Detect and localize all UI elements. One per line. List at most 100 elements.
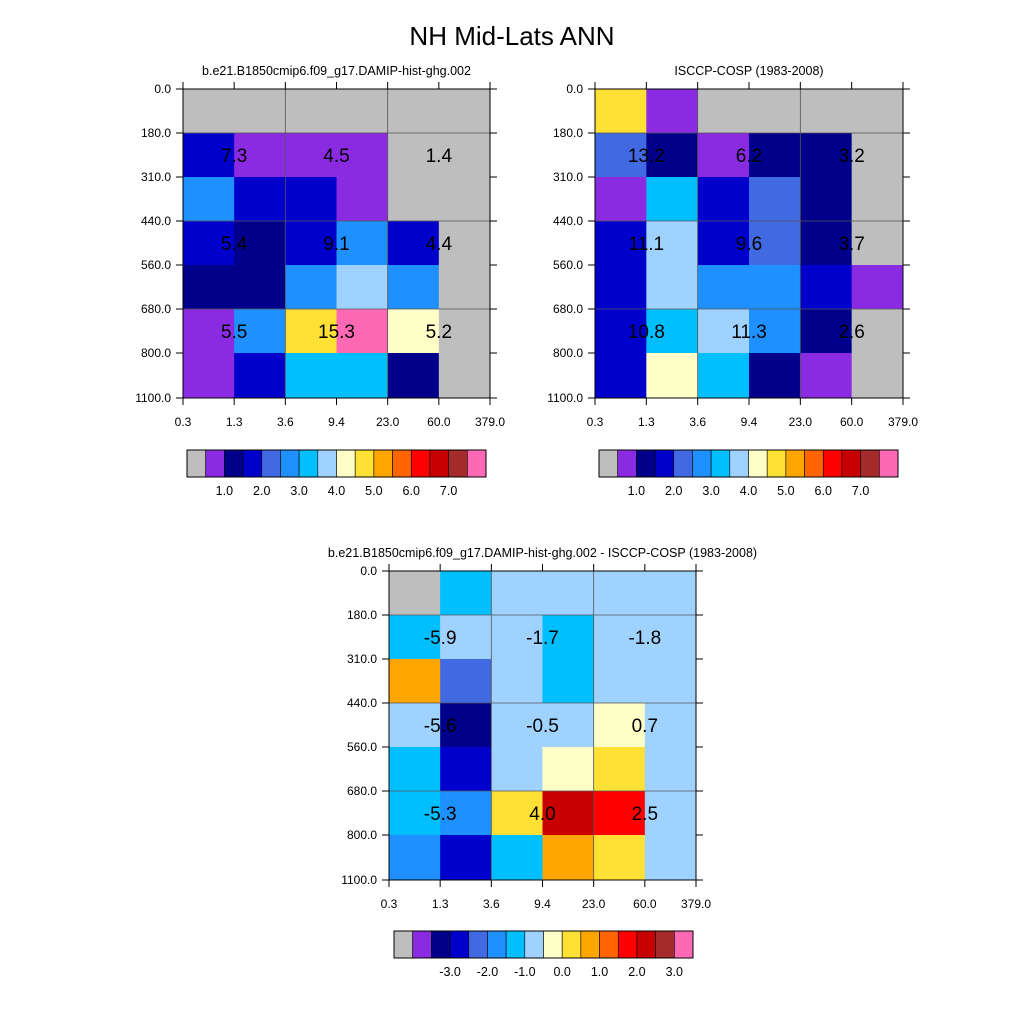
y-tick-label: 680.0 [347, 784, 377, 798]
colorbar-swatch [860, 449, 880, 478]
y-tick-label: 0.0 [154, 82, 171, 96]
heatmap-cell [697, 221, 750, 266]
box-value-label: -5.6 [424, 716, 457, 737]
y-tick-label: 560.0 [347, 740, 377, 754]
heatmap-cell [697, 309, 750, 354]
heatmap-cell [234, 353, 286, 399]
colorbar-swatch [242, 449, 263, 478]
heatmap-cell [542, 835, 595, 881]
heatmap-cell [285, 221, 337, 266]
heatmap-cell [749, 265, 801, 310]
heatmap-cell [595, 221, 647, 266]
heatmap-cell [387, 265, 440, 310]
colorbar-label: 2.0 [253, 484, 270, 498]
colorbar-swatch [617, 930, 638, 959]
heatmap-cell [851, 221, 904, 266]
heatmap-cell [183, 221, 235, 266]
heatmap-cell [593, 659, 646, 704]
heatmap-cell [491, 703, 543, 748]
heatmap-cell [234, 177, 286, 222]
colorbar-label: 1.0 [591, 965, 608, 979]
x-tick-label: 379.0 [888, 415, 918, 429]
y-tick-label: 440.0 [553, 214, 583, 228]
heatmap-cell [646, 309, 699, 354]
box-value-label: 11.3 [731, 322, 767, 343]
heatmap-cell [646, 89, 699, 134]
y-tick-label: 310.0 [553, 170, 583, 184]
heatmap-cell [542, 659, 595, 704]
heatmap-cell [595, 353, 647, 399]
figure-title: NH Mid-Lats ANN [409, 21, 614, 51]
heatmap-cell [183, 309, 235, 354]
heatmap-cell [234, 89, 286, 134]
box-value-label: 13.2 [628, 146, 665, 167]
box-value-label: 2.6 [838, 322, 864, 343]
heatmap-cell [491, 835, 543, 881]
heatmap-cell [438, 353, 491, 399]
colorbar-swatch [841, 449, 861, 478]
heatmap-cell [491, 571, 543, 616]
heatmap-cell [851, 89, 904, 134]
colorbar-swatch [280, 449, 300, 478]
heatmap-cell [593, 747, 646, 792]
box-value-label: 9.1 [323, 234, 349, 255]
colorbar-frame [598, 449, 899, 478]
box-value-label: 1.4 [426, 146, 453, 167]
box-value-label: -5.3 [424, 804, 457, 825]
heatmap-cell [387, 89, 440, 134]
heatmap-cell [440, 703, 492, 748]
heatmap-cell [438, 265, 491, 310]
heatmap-cell [593, 835, 646, 881]
x-tick-label: 60.0 [427, 415, 451, 429]
box-value-label: 4.5 [323, 146, 349, 167]
colorbar-swatch [543, 930, 563, 959]
colorbar-swatch [261, 449, 281, 478]
colorbar-swatch [505, 930, 526, 959]
box-value-label: -1.7 [526, 628, 559, 649]
heatmap-cell [749, 89, 801, 134]
heatmap-cell [440, 791, 492, 836]
heatmap-cell [387, 221, 440, 266]
x-tick-label: 379.0 [681, 897, 711, 911]
heatmap-cell [851, 353, 904, 399]
y-tick-label: 180.0 [141, 126, 171, 140]
heatmap-cell [644, 835, 697, 881]
colorbar-swatch [410, 449, 431, 478]
heatmap-cell [749, 221, 801, 266]
heatmap-cell [800, 89, 853, 134]
heatmap-cell [389, 791, 441, 836]
heatmap-cell [438, 133, 491, 178]
heatmap-cell [285, 265, 337, 310]
heatmap-cell [646, 133, 699, 178]
heatmap-cell [440, 615, 492, 660]
x-tick-label: 1.3 [226, 415, 243, 429]
heatmap-cell [234, 133, 286, 178]
colorbar-swatch [448, 449, 468, 478]
colorbar-swatch [748, 449, 768, 478]
box-value-label: 5.2 [426, 322, 452, 343]
colorbar-swatch [393, 930, 413, 959]
y-tick-label: 1100.0 [547, 391, 583, 405]
heatmap-cell [183, 353, 235, 399]
colorbar-swatch [674, 930, 694, 959]
heatmap-cell [285, 177, 337, 222]
heatmap-cell [387, 133, 440, 178]
box-value-label: 15.3 [318, 322, 355, 343]
heatmap-cell [749, 177, 801, 222]
heatmap-cell [336, 221, 389, 266]
heatmap-cell [595, 89, 647, 134]
colorbar-swatch [636, 930, 656, 959]
heatmap-cell [285, 89, 337, 134]
box-value-label: 11.1 [629, 234, 665, 255]
y-tick-label: 800.0 [347, 828, 377, 842]
heatmap-cell [491, 791, 543, 836]
colorbar-swatch [467, 449, 487, 478]
y-tick-label: 310.0 [347, 652, 377, 666]
y-tick-label: 680.0 [141, 302, 171, 316]
heatmap-cell [438, 177, 491, 222]
heatmap-cell [644, 703, 697, 748]
box-value-label: 7.3 [221, 146, 247, 167]
heatmap-cell [336, 265, 389, 310]
x-tick-label: 23.0 [582, 897, 606, 911]
x-tick-label: 9.4 [328, 415, 345, 429]
